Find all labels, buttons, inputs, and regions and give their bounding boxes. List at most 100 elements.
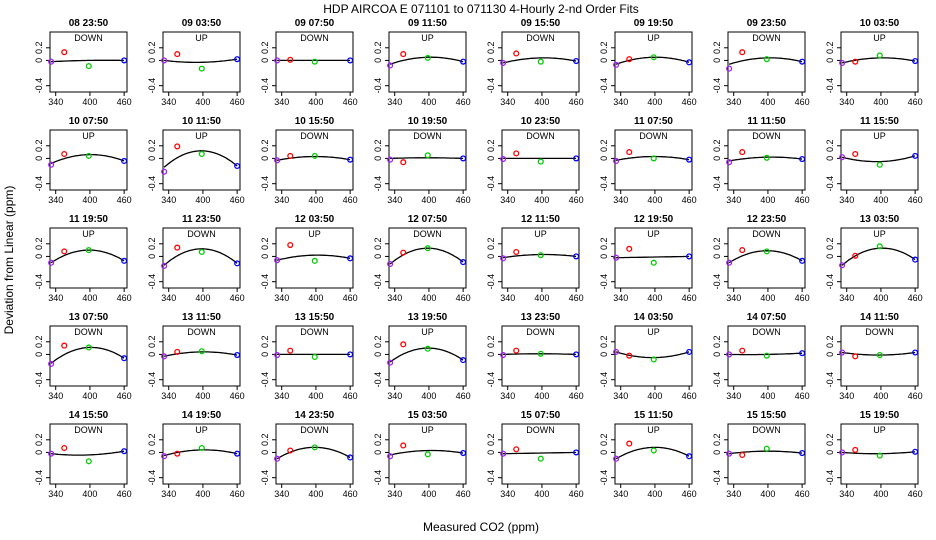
x-tick-label: 340 xyxy=(161,97,176,107)
x-tick-label: 460 xyxy=(343,97,358,107)
data-point xyxy=(537,58,544,65)
y-tick-label: 0 xyxy=(825,58,835,63)
panel-title: 13 03:50 xyxy=(860,214,900,225)
data-point xyxy=(852,446,859,453)
panel-frame xyxy=(840,129,919,191)
x-tick-label: 460 xyxy=(569,391,584,401)
panel-direction-label: DOWN xyxy=(300,425,329,435)
y-tick-label: -0.4 xyxy=(486,274,496,290)
data-point xyxy=(311,444,318,451)
y-tick-label: 0.2 xyxy=(486,336,496,349)
data-point xyxy=(61,248,68,255)
panel: 11 07:50 DOWN 340 400 460 -0.4 0 0.2 xyxy=(599,116,697,205)
y-tick-label: 0 xyxy=(260,352,270,357)
y-tick-label: 0 xyxy=(712,254,722,259)
x-tick-label: 340 xyxy=(839,489,854,499)
panel-title: 10 23:50 xyxy=(521,116,561,127)
panel-title: 10 07:50 xyxy=(69,116,109,127)
panel-direction-label: DOWN xyxy=(526,131,555,141)
panel: 13 23:50 DOWN 340 400 460 -0.4 0 0.2 xyxy=(486,312,584,401)
panel-title: 09 19:50 xyxy=(634,18,674,29)
x-tick-label: 460 xyxy=(230,293,245,303)
data-point xyxy=(274,157,281,164)
data-point xyxy=(573,155,580,162)
panel-direction-label: UP xyxy=(873,131,886,141)
data-point xyxy=(174,143,181,150)
y-tick-label: -0.4 xyxy=(712,470,722,486)
data-point xyxy=(763,154,770,161)
x-tick-label: 400 xyxy=(421,293,436,303)
data-point xyxy=(287,56,294,63)
data-point xyxy=(513,50,520,57)
data-point xyxy=(311,58,318,65)
panel-frame xyxy=(162,227,241,289)
y-tick-label: 0 xyxy=(147,352,157,357)
x-tick-label: 340 xyxy=(274,489,289,499)
panel-title: 09 15:50 xyxy=(521,18,561,29)
y-tick-label: 0.2 xyxy=(486,42,496,55)
x-tick-label: 400 xyxy=(308,293,323,303)
data-point xyxy=(161,168,168,175)
x-tick-label: 460 xyxy=(117,391,132,401)
data-point xyxy=(287,447,294,454)
data-point xyxy=(85,152,92,159)
fit-curve xyxy=(728,156,803,162)
x-tick-label: 400 xyxy=(647,391,662,401)
data-point xyxy=(613,455,620,462)
data-point xyxy=(537,455,544,462)
data-point xyxy=(400,341,407,348)
panel-direction-label: DOWN xyxy=(526,425,555,435)
panel: 10 03:50 UP 340 400 460 -0.4 0 0.2 xyxy=(825,18,923,107)
panel-title: 09 07:50 xyxy=(295,18,335,29)
data-point xyxy=(876,52,883,59)
data-point xyxy=(763,248,770,255)
y-tick-label: 0.2 xyxy=(373,336,383,349)
data-point xyxy=(48,259,55,266)
y-tick-label: -0.4 xyxy=(825,372,835,388)
y-tick-label: 0 xyxy=(486,352,496,357)
y-tick-label: -0.4 xyxy=(825,176,835,192)
y-tick-label: -0.4 xyxy=(260,78,270,94)
data-point xyxy=(626,149,633,156)
panel-title: 11 23:50 xyxy=(182,214,221,225)
x-tick-label: 460 xyxy=(117,97,132,107)
data-point xyxy=(61,444,68,452)
panel-title: 14 03:50 xyxy=(634,312,674,323)
x-tick-label: 340 xyxy=(48,489,63,499)
panel-title: 13 15:50 xyxy=(295,312,335,323)
data-point xyxy=(726,159,733,166)
x-tick-label: 460 xyxy=(117,195,132,205)
data-point xyxy=(799,257,806,264)
data-point xyxy=(347,351,354,358)
data-point xyxy=(613,157,620,164)
x-tick-label: 460 xyxy=(795,97,810,107)
panel-title: 10 15:50 xyxy=(295,116,335,127)
data-point xyxy=(537,350,544,357)
y-tick-label: -0.4 xyxy=(373,78,383,94)
data-point xyxy=(650,447,657,454)
panel-title: 15 07:50 xyxy=(521,410,561,421)
y-tick-label: 0.2 xyxy=(34,140,44,153)
panel: 13 07:50 DOWN 340 400 460 -0.4 0 0.2 xyxy=(34,312,132,401)
data-point xyxy=(686,156,693,163)
x-tick-label: 340 xyxy=(839,293,854,303)
x-tick-label: 400 xyxy=(534,195,549,205)
x-tick-label: 340 xyxy=(726,97,741,107)
y-tick-label: 0 xyxy=(34,58,44,63)
panel: 12 23:50 DOWN 340 400 460 -0.4 0 0.2 xyxy=(712,214,810,303)
x-tick-label: 340 xyxy=(161,293,176,303)
y-tick-label: 0.2 xyxy=(260,434,270,447)
y-tick-label: -0.4 xyxy=(599,372,609,388)
panel-title: 14 19:50 xyxy=(182,410,222,421)
x-tick-label: 340 xyxy=(387,97,402,107)
x-tick-label: 400 xyxy=(534,293,549,303)
panel-direction-label: UP xyxy=(647,425,660,435)
y-tick-label: 0.2 xyxy=(486,238,496,251)
data-point xyxy=(573,449,580,456)
y-tick-label: 0.2 xyxy=(373,42,383,55)
x-tick-label: 460 xyxy=(569,195,584,205)
fit-curve xyxy=(728,57,803,65)
data-point xyxy=(400,249,407,256)
x-tick-label: 340 xyxy=(387,195,402,205)
panel-direction-label: DOWN xyxy=(526,33,555,43)
